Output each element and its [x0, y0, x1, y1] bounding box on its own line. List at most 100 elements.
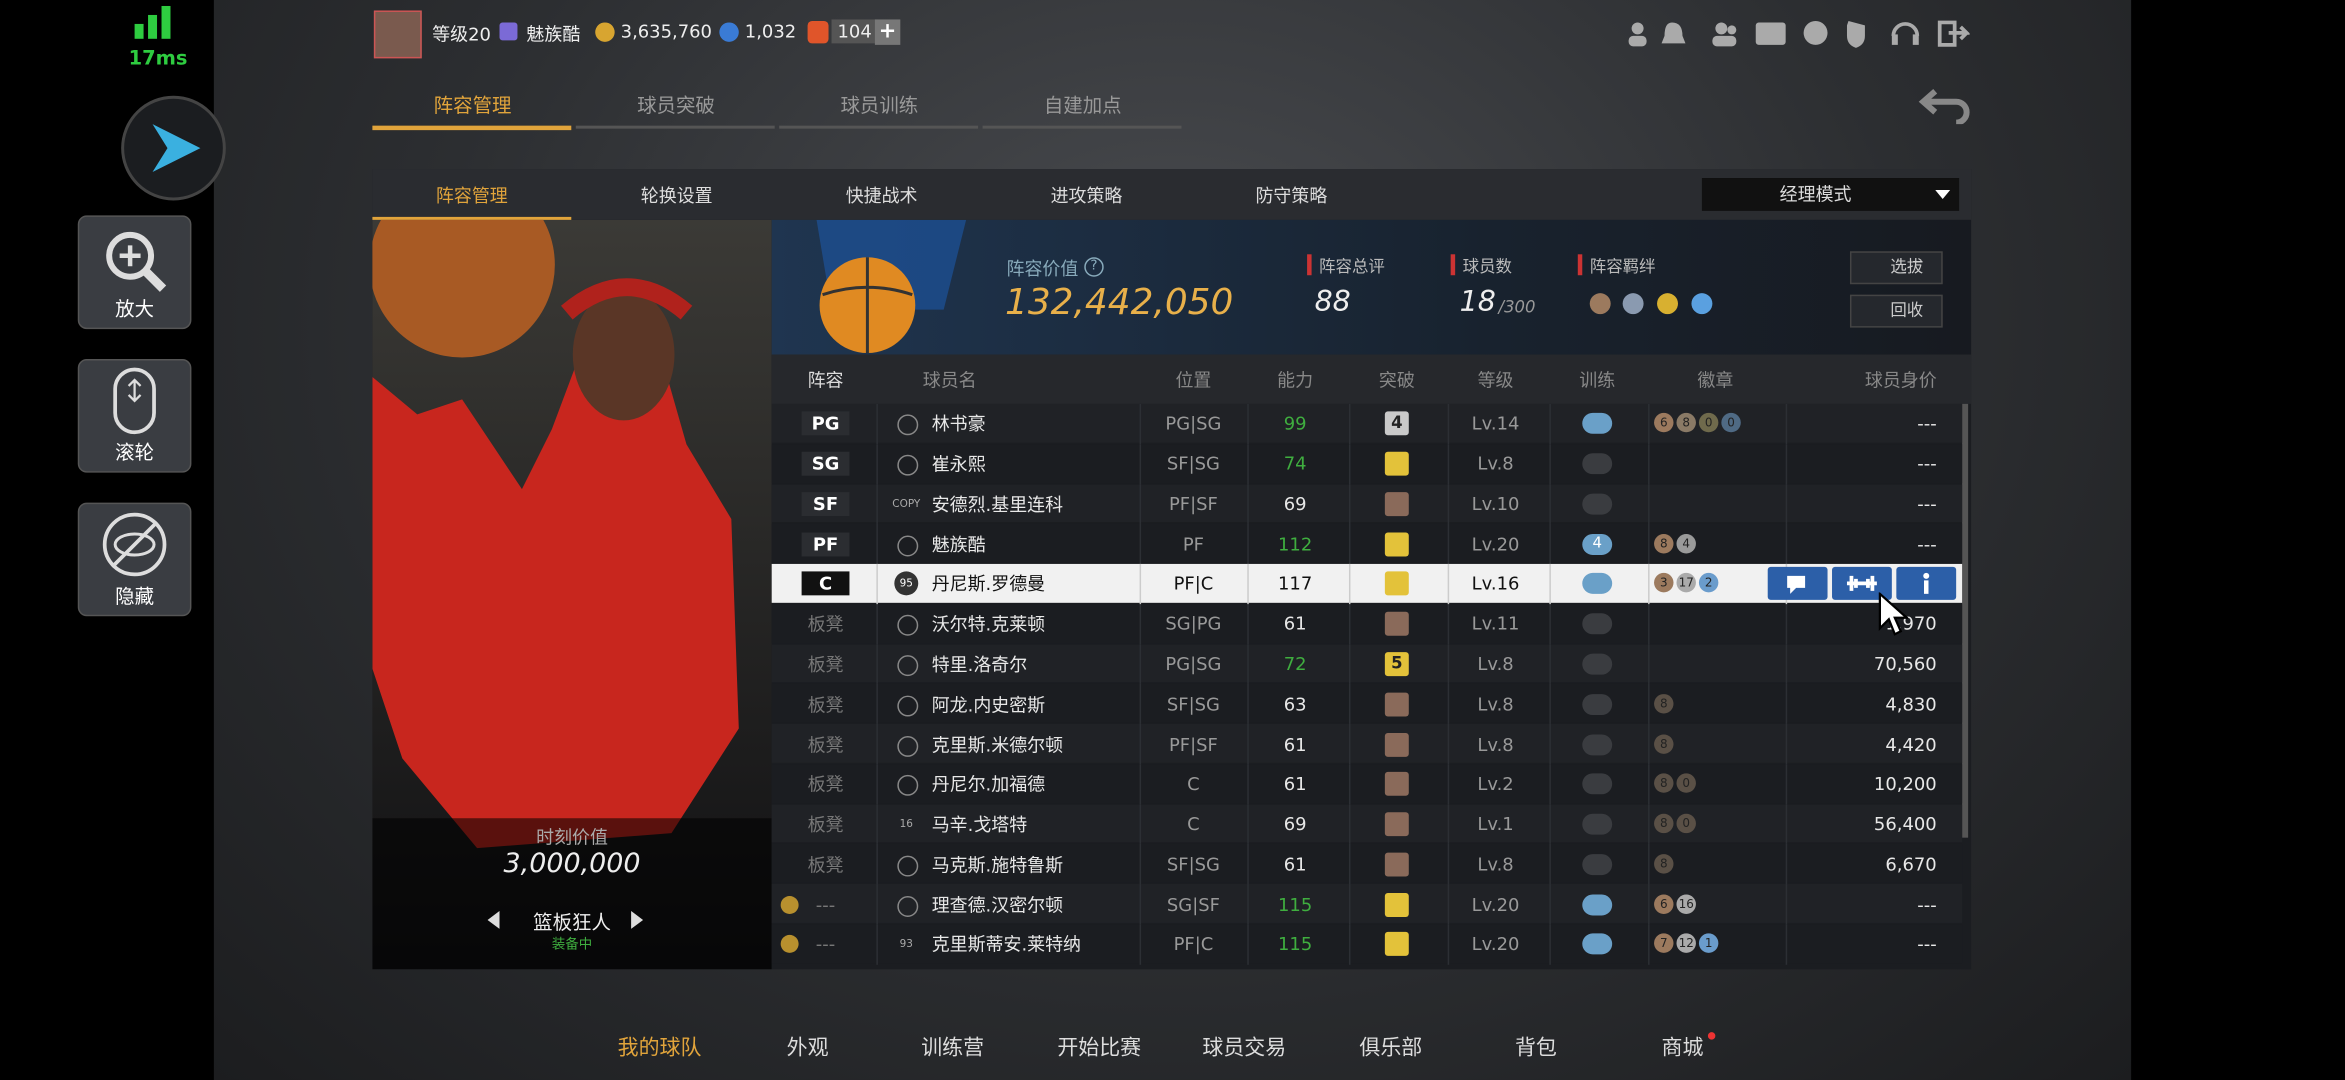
- table-row[interactable]: [771, 564, 1963, 603]
- table-header: [771, 354, 1972, 404]
- nav-item[interactable]: 俱乐部: [1359, 1036, 1423, 1061]
- player-name: 阿龙.内史密斯: [931, 694, 1046, 716]
- nav-item[interactable]: 背包: [1514, 1036, 1557, 1061]
- scroll-button[interactable]: 滚轮: [77, 359, 192, 473]
- table-row[interactable]: [771, 644, 1963, 683]
- row-action-button[interactable]: [1896, 567, 1957, 600]
- player-name: 特里.洛奇尔: [931, 654, 1028, 676]
- table-row[interactable]: [771, 604, 1963, 643]
- arrow-button[interactable]: [120, 94, 228, 202]
- table-row[interactable]: [771, 443, 1963, 483]
- nav-item[interactable]: 外观: [786, 1036, 829, 1061]
- table-row[interactable]: [771, 804, 1963, 843]
- column-divider: [1247, 443, 1249, 484]
- player-icon: [897, 454, 919, 476]
- position: C: [1187, 813, 1200, 835]
- nav-item[interactable]: 球员交易: [1202, 1036, 1287, 1061]
- column-divider: [1348, 804, 1351, 845]
- column-divider: [1785, 804, 1788, 845]
- add-button[interactable]: +: [874, 19, 901, 45]
- sub-tab[interactable]: 进攻策略: [1050, 185, 1123, 207]
- player-name: 安德烈.基里连科: [931, 494, 1064, 516]
- table-row[interactable]: [771, 684, 1963, 723]
- select-button[interactable]: 选拔: [1849, 251, 1943, 285]
- slot: PG: [801, 411, 850, 436]
- main-tab[interactable]: 球员突破: [637, 95, 715, 119]
- column-divider: [1139, 483, 1142, 524]
- back-button[interactable]: [1917, 82, 1974, 125]
- toolbar-icons[interactable]: [1623, 18, 1970, 51]
- column-divider: [1447, 924, 1450, 965]
- column-divider: [1139, 443, 1142, 484]
- recycle-button[interactable]: 回收: [1849, 294, 1943, 328]
- training: [1582, 893, 1613, 915]
- row-action-button[interactable]: [1832, 567, 1892, 600]
- sub-tab[interactable]: 防守策略: [1255, 185, 1328, 207]
- table-row[interactable]: [771, 724, 1963, 763]
- badge: 8: [1676, 413, 1696, 433]
- breakthrough: [1384, 492, 1409, 516]
- position: C: [1187, 773, 1200, 795]
- table-row[interactable]: [771, 884, 1963, 923]
- player-name: 魅族酷: [526, 23, 581, 45]
- table-row[interactable]: [771, 844, 1963, 883]
- team-value-label: 阵容价值: [1006, 258, 1079, 280]
- training: [1582, 413, 1613, 435]
- table-row[interactable]: [771, 924, 1963, 963]
- column-divider: [1348, 684, 1351, 725]
- sub-tab[interactable]: 轮换设置: [640, 185, 713, 207]
- bond-marker: [1577, 254, 1583, 276]
- sub-tab[interactable]: 阵容管理: [435, 185, 508, 207]
- player-icon: [897, 535, 919, 556]
- level: Lv.20: [1471, 533, 1520, 555]
- table-row[interactable]: [771, 403, 1963, 443]
- column-divider: [1549, 804, 1551, 845]
- column-divider: [1549, 403, 1551, 444]
- rating: 88: [1314, 285, 1351, 319]
- dropdown-arrow: [1935, 189, 1951, 199]
- table-row[interactable]: [771, 483, 1963, 523]
- price: 4,830: [1885, 693, 1937, 715]
- hide-button[interactable]: 隐藏: [77, 502, 192, 617]
- training: [1582, 453, 1613, 475]
- main-tab[interactable]: 球员训练: [840, 95, 919, 119]
- slot: 板凳: [807, 854, 844, 876]
- nav-item[interactable]: 我的球队: [617, 1036, 702, 1061]
- sub-tab-underline: [372, 216, 572, 220]
- player-name: 丹尼斯.罗德曼: [931, 574, 1046, 596]
- column-divider: [1348, 884, 1351, 925]
- sub-tab[interactable]: 快捷战术: [845, 185, 918, 207]
- card-value: 3,000,000: [503, 848, 641, 880]
- column-divider: [1549, 844, 1551, 885]
- column-divider: [1348, 564, 1351, 605]
- avatar[interactable]: [373, 10, 422, 59]
- ping: 17ms: [128, 47, 188, 71]
- mode-select[interactable]: 经理模式: [1701, 178, 1960, 211]
- column-divider: [1247, 483, 1249, 524]
- breakthrough: [1384, 451, 1409, 476]
- player-name: 魅族酷: [931, 534, 986, 556]
- nav-item[interactable]: 训练营: [921, 1036, 985, 1061]
- nav-item[interactable]: 开始比赛: [1057, 1036, 1142, 1061]
- nav-item[interactable]: 商城: [1661, 1036, 1704, 1061]
- level: 等级20: [432, 23, 491, 45]
- column-divider: [1549, 644, 1551, 685]
- slot: 板凳: [807, 814, 844, 836]
- zoom-button[interactable]: 放大: [77, 215, 192, 330]
- badge: 0: [1676, 813, 1696, 834]
- table-row[interactable]: [771, 523, 1963, 563]
- price: ---: [1917, 893, 1937, 915]
- breakthrough: [1384, 612, 1409, 637]
- help-icon[interactable]: ?: [1084, 257, 1104, 277]
- row-action-button[interactable]: [1767, 567, 1828, 600]
- slot: 板凳: [807, 774, 844, 796]
- training: [1582, 813, 1613, 835]
- action-icon: [1846, 576, 1877, 591]
- main-tab[interactable]: 阵容管理: [433, 95, 512, 119]
- training: [1582, 573, 1613, 595]
- main-tab-line: [779, 125, 979, 129]
- main-tab[interactable]: 自建加点: [1043, 95, 1122, 119]
- price: 10,200: [1873, 773, 1937, 795]
- table-row[interactable]: [771, 764, 1963, 803]
